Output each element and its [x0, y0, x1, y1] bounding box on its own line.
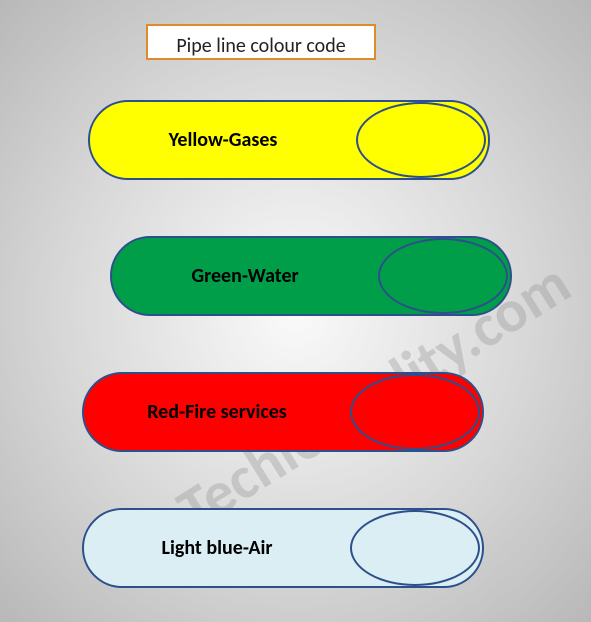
pill-0: Yellow-Gases [88, 100, 490, 180]
pill-ellipse [356, 102, 486, 178]
pill-label: Green-Water [110, 236, 380, 316]
pill-label: Red-Fire services [82, 372, 352, 452]
pill-label: Yellow-Gases [88, 100, 358, 180]
pill-1: Green-Water [110, 236, 512, 316]
pill-label: Light blue-Air [82, 508, 352, 588]
pill-ellipse [378, 238, 508, 314]
pill-ellipse [350, 374, 480, 450]
pill-2: Red-Fire services [82, 372, 484, 452]
pill-3: Light blue-Air [82, 508, 484, 588]
pill-ellipse [350, 510, 480, 586]
title-box: Pipe line colour code [146, 24, 376, 60]
